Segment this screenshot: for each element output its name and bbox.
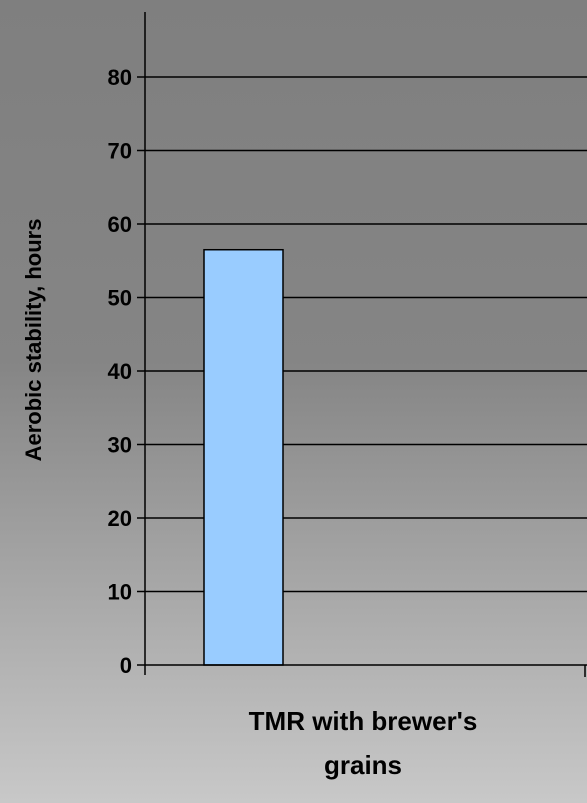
y-tick-label: 80 [108,65,132,90]
y-tick-label: 70 [108,139,132,164]
y-tick-label: 10 [108,580,132,605]
bar [203,248,284,666]
x-category-labels: TMR with brewer's grains [249,706,478,780]
y-tick-label: 20 [108,506,132,531]
y-tick-label: 60 [108,212,132,237]
y-tick-label: 40 [108,359,132,384]
y-axis-title: Aerobic stability, hours [21,219,46,462]
x-category-label-line: TMR with brewer's [249,706,478,736]
y-tick-label: 50 [108,286,132,311]
x-category-label: TMR with brewer's grains [249,706,478,780]
axes [144,12,587,677]
y-tick-label: 0 [120,653,132,678]
y-tick-labels: 0 10 20 30 40 50 60 70 80 [108,65,145,678]
bars [203,248,284,666]
x-category-label-line: grains [324,750,402,780]
y-tick-label: 30 [108,433,132,458]
